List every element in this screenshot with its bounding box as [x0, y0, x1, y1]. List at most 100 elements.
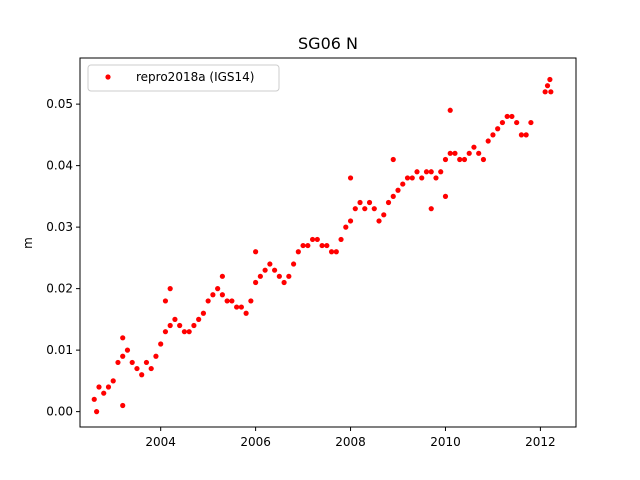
data-point [542, 89, 548, 95]
data-point [423, 169, 430, 175]
x-tick-label: 2006 [240, 435, 271, 449]
data-point [495, 126, 501, 132]
data-point [447, 107, 453, 113]
data-point [162, 329, 169, 335]
data-point [91, 396, 97, 402]
data-point [347, 218, 354, 224]
data-point [366, 199, 373, 206]
data-point [409, 175, 415, 181]
data-point [328, 249, 335, 255]
data-point [276, 273, 282, 279]
x-tick-label: 2010 [430, 435, 461, 449]
data-point [466, 150, 472, 156]
data-point [224, 298, 230, 304]
data-point [253, 279, 259, 286]
data-point [343, 224, 349, 230]
x-tick-label: 2008 [335, 435, 366, 449]
data-point [461, 156, 468, 163]
data-point [442, 156, 449, 163]
data-point [547, 76, 553, 83]
data-point [148, 365, 154, 372]
x-tick-label: 2012 [525, 435, 556, 449]
data-point [414, 169, 420, 175]
data-point [134, 365, 140, 372]
y-tick-label: 0.01 [46, 343, 73, 357]
data-point [229, 298, 235, 304]
data-point [158, 341, 164, 347]
data-point [544, 83, 551, 89]
data-point [309, 236, 316, 243]
data-point [219, 273, 225, 279]
data-point [347, 175, 354, 181]
data-point [205, 298, 211, 304]
data-point [428, 169, 434, 175]
data-point [295, 249, 301, 255]
data-point [385, 199, 392, 206]
data-point [452, 150, 458, 156]
data-point [219, 292, 225, 298]
plot-frame [79, 57, 577, 428]
data-point [528, 119, 534, 126]
legend-marker [105, 74, 111, 80]
data-point [428, 206, 434, 212]
data-point [390, 193, 396, 199]
data-point [196, 316, 202, 322]
data-point [319, 242, 325, 249]
data-point [480, 156, 487, 163]
y-tick-label: 0.03 [46, 220, 73, 234]
data-point [300, 242, 306, 249]
y-tick-label: 0.02 [46, 282, 73, 296]
data-point [499, 119, 506, 126]
data-point [390, 156, 396, 163]
data-point [504, 113, 510, 120]
data-point [120, 335, 126, 341]
legend-label: repro2018a (IGS14) [136, 70, 254, 84]
data-point [238, 304, 244, 310]
data-point [381, 212, 387, 218]
data-point [262, 267, 268, 273]
data-point [314, 236, 320, 243]
data-point [139, 372, 145, 378]
data-point [181, 329, 188, 335]
data-point [442, 193, 449, 199]
data-point [362, 206, 368, 212]
data-point [172, 316, 178, 322]
data-points [91, 76, 554, 415]
chart-title: SG06 N [298, 34, 358, 53]
data-point [177, 322, 183, 329]
legend: repro2018a (IGS14) [87, 64, 280, 92]
data-point [518, 132, 525, 138]
data-point [257, 273, 263, 279]
data-point [433, 175, 439, 181]
y-tick-label: 0.04 [46, 159, 73, 173]
data-point [115, 359, 121, 366]
data-point [471, 144, 477, 150]
data-point [253, 249, 259, 255]
data-point [200, 310, 207, 316]
data-point [400, 181, 406, 187]
data-point [438, 169, 444, 175]
data-point [162, 298, 169, 304]
data-point [338, 236, 344, 243]
data-point [447, 150, 453, 156]
data-point [186, 329, 192, 335]
data-point [129, 359, 135, 366]
x-axis: 2004 2006 2008 2010 2012 [145, 427, 556, 449]
data-point [514, 119, 520, 126]
data-point [286, 273, 292, 279]
x-tick-label: 2004 [145, 435, 176, 449]
data-point [243, 310, 249, 316]
data-point [101, 390, 107, 396]
data-point [215, 286, 221, 292]
y-axis: 0.00 0.01 0.02 0.03 0.04 0.05 [46, 97, 80, 419]
data-point [234, 304, 240, 310]
y-tick-label: 0.05 [46, 97, 73, 111]
legend-box [87, 64, 280, 92]
data-point [333, 249, 339, 255]
data-point [509, 113, 515, 120]
y-tick-label: 0.00 [46, 405, 73, 419]
data-point [523, 132, 529, 138]
data-point [305, 242, 311, 249]
data-point [105, 384, 112, 390]
